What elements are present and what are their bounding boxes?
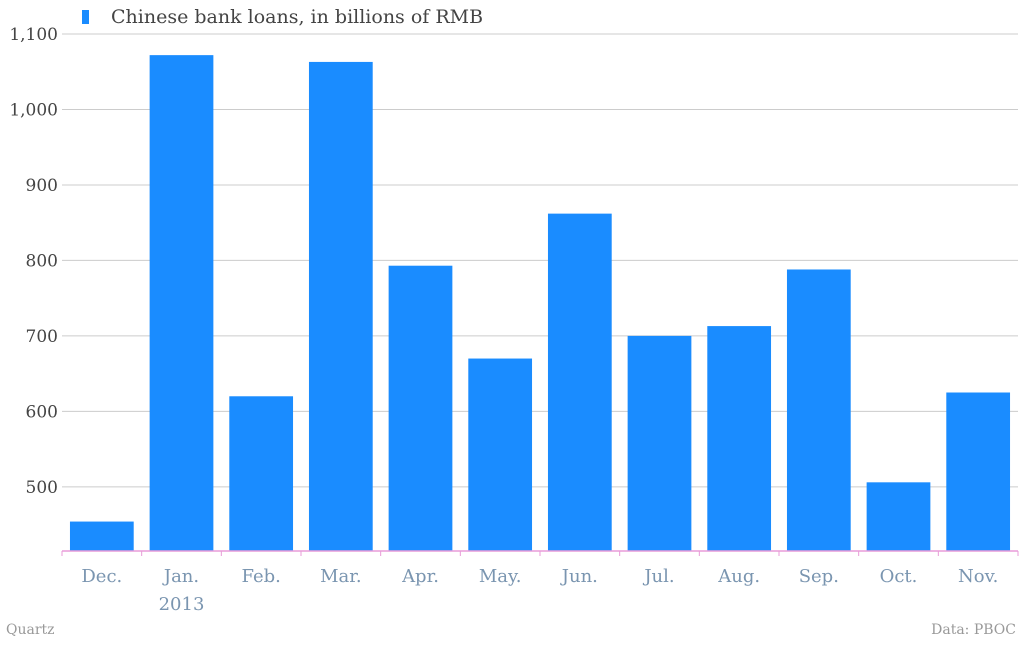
credit-label: Quartz [6, 622, 55, 638]
bar [866, 482, 931, 551]
x-tick-label: Aug. [717, 566, 760, 587]
bar [149, 55, 214, 552]
x-tick-label: Apr. [401, 566, 439, 587]
bar [707, 326, 772, 551]
x-tick-label: Jul. [642, 566, 674, 587]
y-tick-label: 800 [26, 251, 58, 271]
legend-swatch [82, 10, 89, 24]
x-tick-label: Jun. [560, 566, 598, 587]
legend-label: Chinese bank loans, in billions of RMB [111, 6, 484, 28]
y-tick-label: 700 [26, 327, 58, 347]
x-tick-label: Dec. [81, 566, 122, 587]
y-tick-label: 1,000 [9, 100, 58, 120]
x-tick-label: Oct. [880, 566, 918, 587]
x-tick-label: Mar. [320, 566, 362, 587]
x-tick-label: Jan. 2013 [159, 566, 205, 615]
y-tick-label: 900 [26, 176, 58, 196]
x-tick-label: Nov. [958, 566, 998, 587]
legend: Chinese bank loans, in billions of RMB [82, 6, 483, 28]
x-tick-label: Sep. [799, 566, 839, 587]
bar [388, 265, 453, 551]
y-tick-label: 1,100 [9, 25, 58, 45]
bar [468, 358, 533, 551]
x-tick-label: Feb. [241, 566, 280, 587]
bar [786, 269, 851, 551]
bar [627, 335, 692, 551]
bar [69, 521, 134, 551]
bar [946, 392, 1011, 551]
y-tick-label: 600 [26, 402, 58, 422]
bar [229, 396, 294, 551]
source-label: Data: PBOC [931, 622, 1016, 638]
bar [308, 61, 373, 552]
bar [547, 213, 612, 551]
x-tick-label: May. [479, 566, 522, 587]
y-tick-label: 500 [26, 478, 58, 498]
